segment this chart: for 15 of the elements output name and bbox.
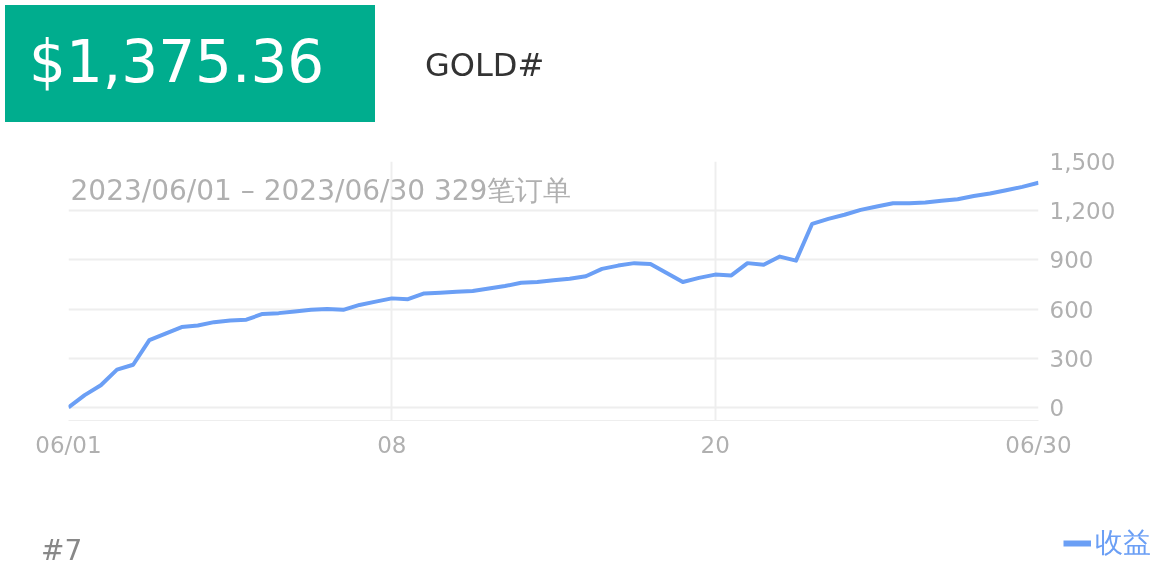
legend-label: 收益 [1095, 524, 1151, 561]
chart-title: $1,375.36 [29, 27, 325, 98]
y-tick-label: 1,500 [1049, 149, 1116, 175]
y-tick-label: 900 [1049, 247, 1094, 274]
y-tick-label: 600 [1049, 296, 1094, 323]
chart-subtitle: GOLD# [425, 45, 545, 86]
y-tick-label: 1,200 [1049, 198, 1116, 225]
x-tick-label: 06/30 [1005, 431, 1072, 458]
text: #7 [41, 533, 83, 569]
y-tick-label: 300 [1049, 345, 1094, 372]
y-tick-label: 0 [1049, 394, 1065, 421]
x-tick-label: 06/01 [35, 431, 102, 458]
x-tick-label: 08 [377, 431, 407, 458]
annotation: 2023/06/01 – 2023/06/30 329笔订单 [70, 173, 572, 207]
x-tick-label: 20 [700, 431, 730, 458]
